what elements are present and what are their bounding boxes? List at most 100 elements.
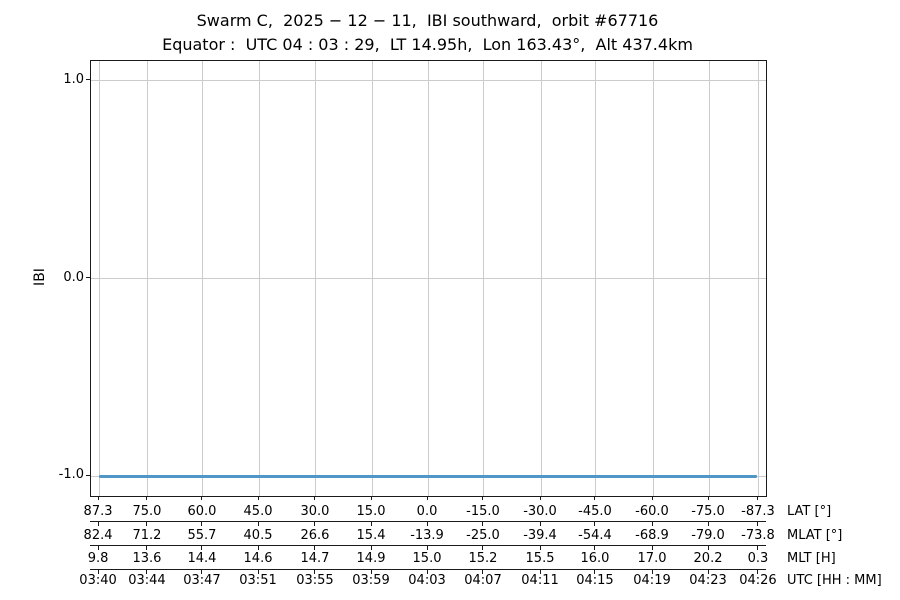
h-gridline <box>91 278 766 279</box>
x-tick-utc <box>146 570 148 574</box>
x-tick-label-lat: 45.0 <box>243 504 273 519</box>
x-tick-label-lat: -30.0 <box>523 504 557 519</box>
axis-row-line-mlat <box>90 521 766 522</box>
x-tick-utc <box>651 570 653 574</box>
x-tick-mlt <box>539 546 541 550</box>
x-tick-utc <box>257 570 259 574</box>
x-tick-label-utc: 03:47 <box>183 573 221 588</box>
x-tick-label-mlat: -39.4 <box>523 528 557 543</box>
x-tick-label-utc: 04:15 <box>576 573 614 588</box>
x-tick-lat <box>757 496 759 500</box>
x-tick-label-lat: 0.0 <box>416 504 438 519</box>
x-tick-lat <box>482 496 484 500</box>
x-tick-label-lat: 75.0 <box>132 504 162 519</box>
x-tick-label-mlt: 14.4 <box>187 551 217 566</box>
x-tick-lat <box>201 496 203 500</box>
ibi-series-line <box>99 474 758 478</box>
x-tick-label-utc: 03:44 <box>128 573 166 588</box>
x-tick-utc <box>707 570 709 574</box>
y-tick <box>86 277 90 278</box>
x-tick-label-mlat: 55.7 <box>187 528 217 543</box>
x-tick-mlat <box>426 522 428 526</box>
axis-row-title-mlat: MLAT [°] <box>787 528 843 543</box>
x-tick-label-mlt: 14.7 <box>300 551 330 566</box>
x-tick-label-mlt: 20.2 <box>693 551 723 566</box>
axis-row-line-utc <box>90 569 766 570</box>
h-gridline <box>91 80 766 82</box>
x-tick-label-mlat: -54.4 <box>578 528 612 543</box>
x-tick-mlt <box>201 546 203 550</box>
x-tick-lat <box>314 496 316 500</box>
x-tick-label-utc: 03:55 <box>296 573 334 588</box>
x-tick-label-lat: 30.0 <box>300 504 330 519</box>
x-tick-mlt <box>482 546 484 550</box>
y-tick <box>86 79 90 81</box>
x-tick-label-mlat: 26.6 <box>300 528 330 543</box>
x-tick-label-mlat: -68.9 <box>635 528 669 543</box>
x-tick-utc <box>539 570 541 574</box>
x-tick-lat <box>707 496 709 500</box>
x-tick-label-utc: 04:19 <box>633 573 671 588</box>
x-tick-label-mlat: -25.0 <box>466 528 500 543</box>
y-tick-label: 1.0 <box>63 71 84 87</box>
x-tick-label-utc: 04:07 <box>464 573 502 588</box>
chart-subtitle: Equator : UTC 04 : 03 : 29, LT 14.95h, L… <box>162 35 693 54</box>
x-tick-lat <box>651 496 653 500</box>
x-tick-label-mlat: 71.2 <box>132 528 162 543</box>
x-tick-label-mlt: 15.0 <box>412 551 442 566</box>
x-tick-lat <box>426 496 428 500</box>
x-tick-mlat <box>707 522 709 526</box>
x-tick-label-mlat: -79.0 <box>691 528 725 543</box>
x-tick-label-mlt: 17.0 <box>637 551 667 566</box>
x-tick-lat <box>539 496 541 500</box>
x-tick-mlt <box>257 546 259 550</box>
x-tick-label-mlat: 40.5 <box>243 528 273 543</box>
x-tick-mlt <box>370 546 372 550</box>
x-tick-utc <box>201 570 203 574</box>
x-tick-lat <box>257 496 259 500</box>
x-tick-lat <box>594 496 596 500</box>
x-tick-utc <box>482 570 484 574</box>
x-tick-label-utc: 03:51 <box>239 573 277 588</box>
x-tick-mlat <box>257 522 259 526</box>
x-tick-mlat <box>594 522 596 526</box>
x-tick-label-mlat: -13.9 <box>410 528 444 543</box>
x-tick-mlat <box>482 522 484 526</box>
x-tick-mlat <box>651 522 653 526</box>
x-tick-utc <box>314 570 316 574</box>
x-tick-mlt <box>146 546 148 550</box>
x-tick-lat <box>370 496 372 500</box>
x-tick-label-lat: 87.3 <box>83 504 113 519</box>
x-tick-mlt <box>651 546 653 550</box>
x-tick-label-mlt: 13.6 <box>132 551 162 566</box>
x-tick-utc <box>97 570 99 574</box>
axis-row-line-mlt <box>90 545 766 546</box>
chart-title: Swarm C, 2025 − 12 − 11, IBI southward, … <box>196 11 659 30</box>
x-tick-label-mlat: 15.4 <box>356 528 386 543</box>
x-tick-mlt <box>426 546 428 550</box>
x-tick-label-lat: -15.0 <box>466 504 500 519</box>
x-tick-mlat <box>757 522 759 526</box>
x-tick-mlt <box>594 546 596 550</box>
x-tick-mlt <box>97 546 99 550</box>
x-tick-mlat <box>370 522 372 526</box>
x-tick-utc <box>426 570 428 574</box>
x-tick-label-mlt: 0.3 <box>747 551 769 566</box>
x-tick-label-lat: 60.0 <box>187 504 217 519</box>
x-tick-label-utc: 04:26 <box>739 573 777 588</box>
axis-row-title-utc: UTC [HH : MM] <box>787 573 882 588</box>
plot-area <box>90 60 767 497</box>
x-tick-label-mlt: 15.5 <box>525 551 555 566</box>
y-tick-label: -1.0 <box>58 467 84 483</box>
axis-row-title-lat: LAT [°] <box>787 504 832 519</box>
x-tick-label-mlt: 14.9 <box>356 551 386 566</box>
x-tick-label-utc: 03:40 <box>79 573 117 588</box>
y-tick-label: 0.0 <box>63 269 84 285</box>
x-tick-label-mlat: -73.8 <box>741 528 775 543</box>
x-tick-mlt <box>314 546 316 550</box>
x-tick-label-mlt: 9.8 <box>87 551 109 566</box>
x-tick-utc <box>594 570 596 574</box>
x-tick-utc <box>757 570 759 574</box>
x-tick-lat <box>97 496 99 500</box>
